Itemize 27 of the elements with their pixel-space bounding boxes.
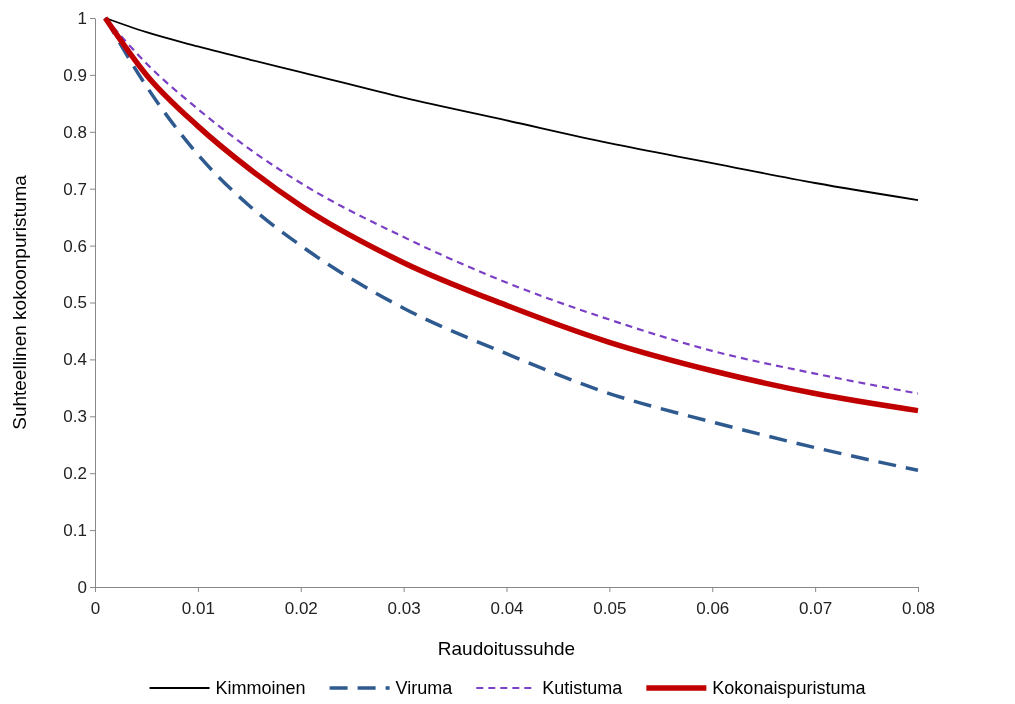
x-axis-title: Raudoitussuhde <box>437 638 576 659</box>
y-tick-label: 0.4 <box>63 350 87 370</box>
x-tick-label: 0.05 <box>593 598 627 618</box>
x-tick-label: 0.04 <box>490 598 524 618</box>
y-tick-label: 0.8 <box>63 122 87 142</box>
y-tick-label: 0.7 <box>63 179 87 199</box>
y-tick-label: 0.2 <box>63 464 87 484</box>
x-tick-label: 0.01 <box>181 598 215 618</box>
y-tick-label: 0.5 <box>63 293 87 313</box>
y-tick-label: 0.9 <box>63 65 87 85</box>
y-axis-title: Suhteellinen kokoonpuristuma <box>9 174 30 430</box>
legend-label: Viruma <box>395 678 454 699</box>
y-tick-label: 1 <box>77 8 87 28</box>
y-tick-label: 0.6 <box>63 236 87 256</box>
x-tick-label: 0.08 <box>901 598 936 618</box>
legend-label: Kimmoinen <box>215 678 306 699</box>
line-series <box>104 17 919 201</box>
y-tick-label: 0 <box>77 577 87 597</box>
x-tick-label: 0.03 <box>387 598 421 618</box>
x-tick-label: 0 <box>90 598 101 618</box>
x-tick-label: 0.07 <box>799 598 833 618</box>
x-tick-label: 0.06 <box>696 598 730 618</box>
x-tick-label: 0.02 <box>284 598 318 618</box>
y-tick-label: 0.3 <box>63 407 87 427</box>
y-tick-label: 0.1 <box>63 521 87 541</box>
legend-label: Kokonaispuristuma <box>712 678 867 699</box>
legend-label: Kutistuma <box>542 678 624 699</box>
